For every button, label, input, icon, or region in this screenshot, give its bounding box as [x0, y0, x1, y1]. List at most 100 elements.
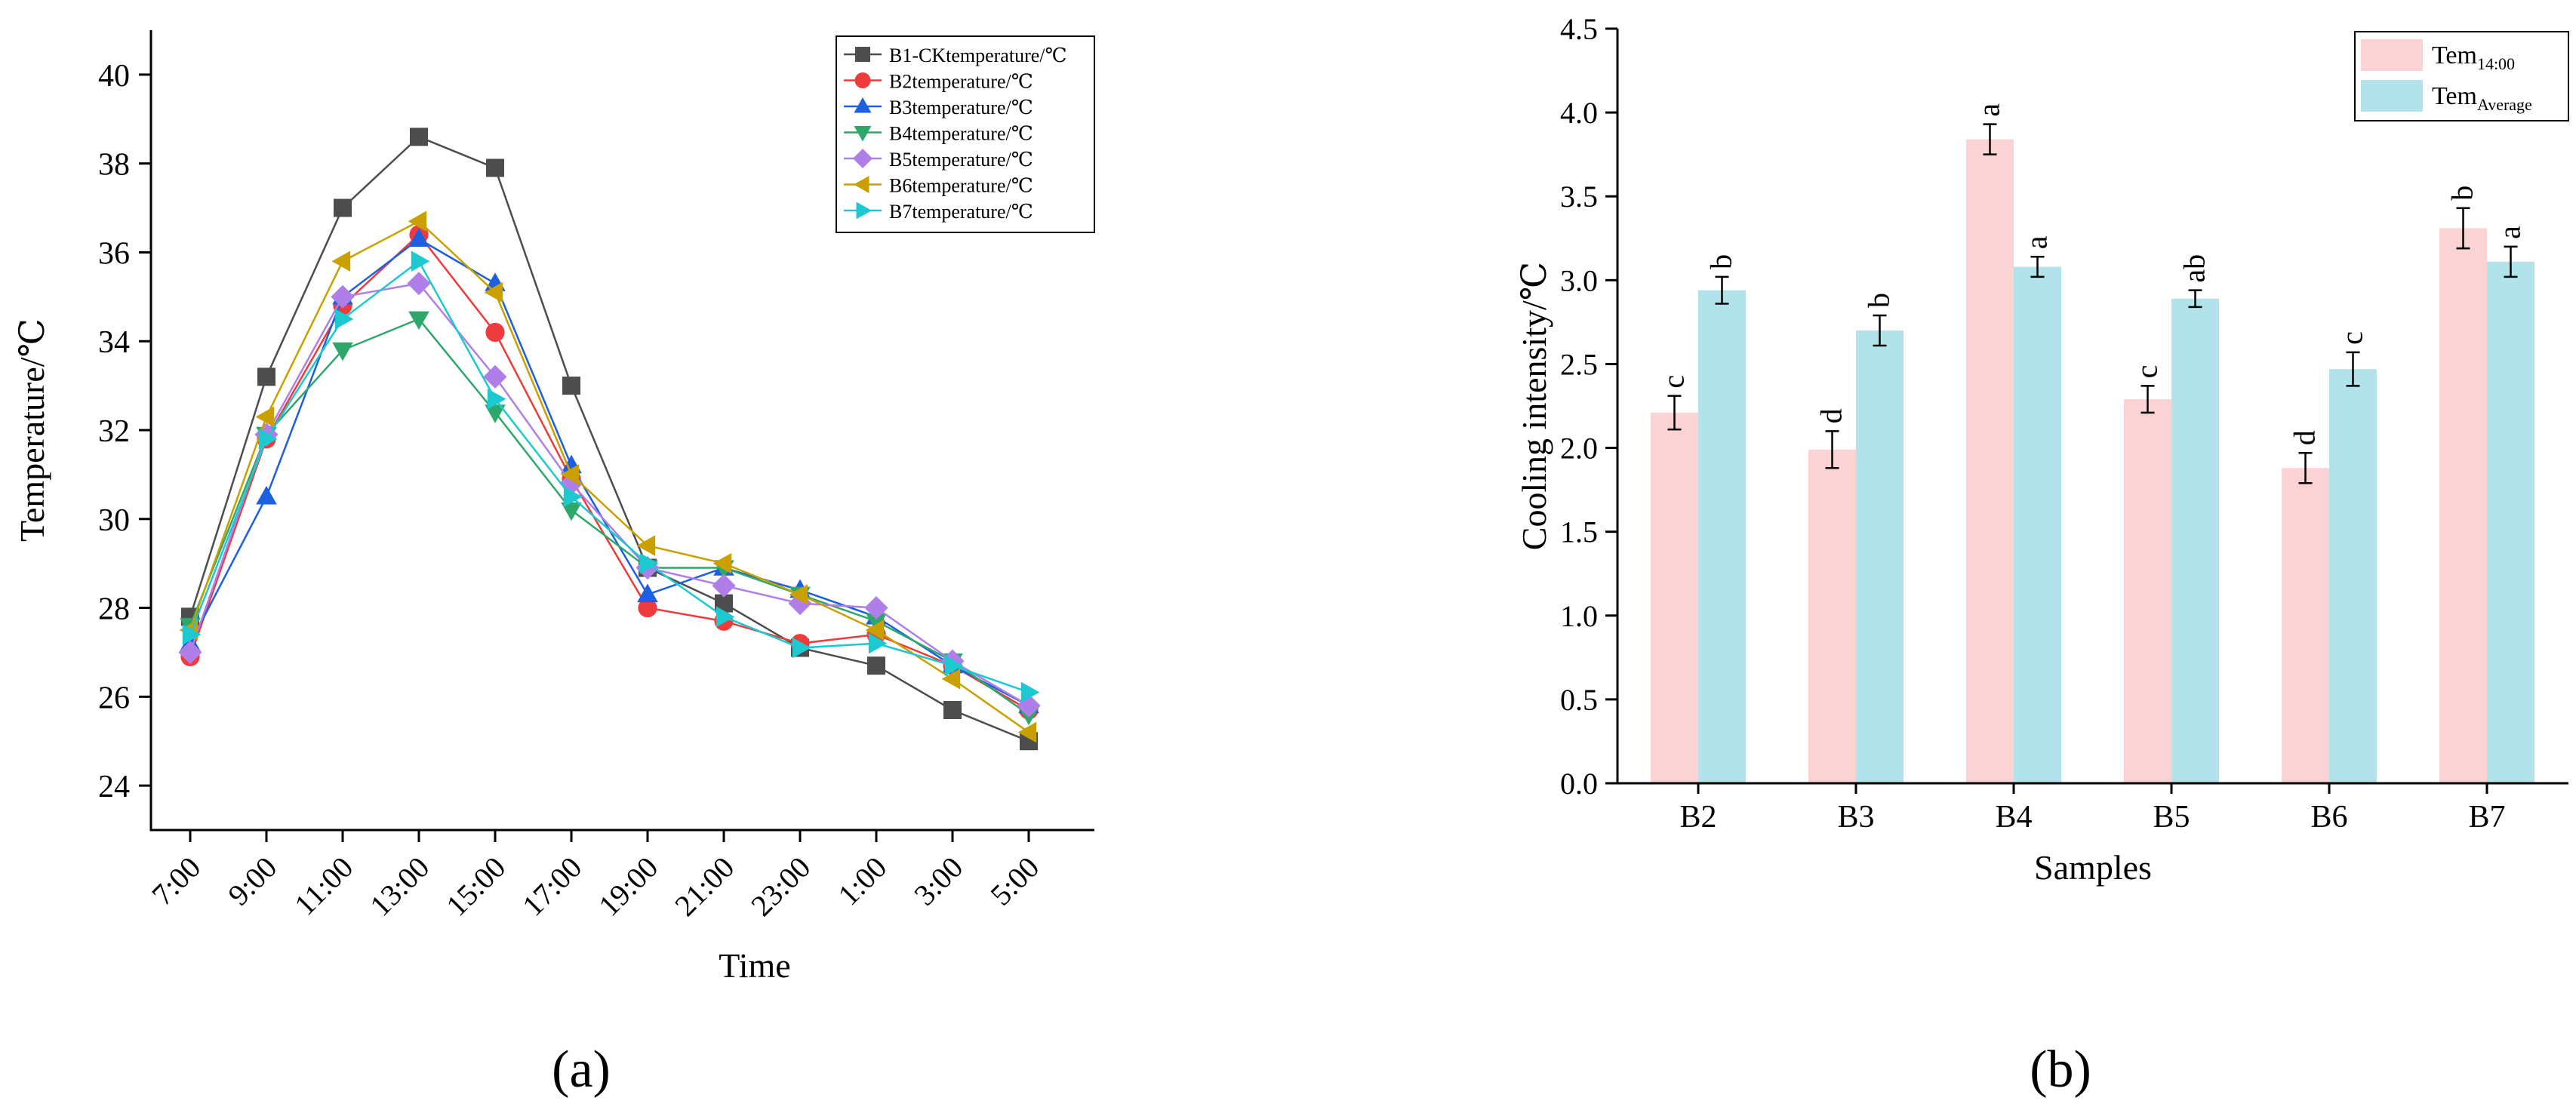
line-data-point — [943, 701, 962, 719]
bar — [1966, 139, 2014, 783]
bar-chart-y-axis-label: Cooling intensity/℃ — [1515, 262, 1553, 550]
line-series-path — [189, 220, 1029, 733]
bar-chart-y-tick-label: 2.0 — [1560, 432, 1598, 466]
bar — [2014, 266, 2061, 783]
line-data-point — [182, 624, 202, 645]
bar-chart-panel: c d a c d b b b a ab c a 0.0 0.5 1.0 1.5 2.0 2.5 3.0 3.5 4.… — [1515, 12, 2569, 1099]
significance-letter: d — [2288, 430, 2322, 445]
legend-label: B4temperature/℃ — [889, 123, 1033, 145]
bar — [2124, 399, 2171, 783]
significance-letter: c — [2335, 331, 2369, 345]
bar-chart-x-tick-label: B6 — [2310, 800, 2347, 835]
line-chart-y-tick-label: 32 — [98, 414, 130, 449]
significance-letter: b — [1704, 254, 1738, 269]
line-series-3 — [180, 228, 1039, 714]
bar-chart-y-tick-label: 3.0 — [1560, 263, 1598, 297]
line-data-point — [715, 594, 733, 613]
legend-label: B7temperature/℃ — [889, 201, 1033, 223]
line-data-point — [408, 311, 429, 331]
line-data-point — [868, 632, 888, 654]
line-series-path — [189, 233, 1029, 712]
line-series-path — [189, 135, 1029, 743]
panel-label-a: (a) — [552, 1041, 611, 1099]
line-data-point — [944, 655, 964, 676]
bar-chart-y-tick-label: 2.5 — [1560, 347, 1598, 381]
line-data-point — [485, 322, 505, 343]
bar-chart-legend-entry: TemAverage — [2361, 80, 2532, 114]
line-chart-x-tick-label: 23:00 — [744, 850, 817, 923]
legend-color-swatch — [2361, 39, 2423, 71]
significance-letter: a — [2020, 235, 2054, 249]
line-chart-x-tick-label: 15:00 — [439, 850, 512, 923]
line-chart-legend-entry: B2temperature/℃ — [844, 71, 1033, 93]
line-data-point — [1017, 721, 1037, 743]
line-chart-legend-entry: B3temperature/℃ — [844, 97, 1033, 118]
line-data-point — [257, 367, 275, 386]
line-data-point — [1017, 693, 1041, 718]
significance-letter: a — [1972, 103, 2006, 117]
legend-marker — [854, 97, 872, 113]
line-data-point — [411, 251, 430, 272]
legend-color-swatch — [2361, 80, 2423, 112]
line-data-point — [561, 502, 582, 521]
line-chart-legend-entry: B7temperature/℃ — [844, 201, 1033, 223]
significance-letter: a — [2493, 226, 2527, 239]
legend-marker — [854, 126, 872, 142]
panel-label-b: (b) — [2030, 1041, 2091, 1099]
line-chart-x-tick-label: 9:00 — [221, 850, 283, 912]
line-data-point — [712, 552, 732, 574]
line-data-point — [560, 464, 580, 485]
line-chart-legend-entry: B1-CKtemperature/℃ — [844, 45, 1067, 66]
line-series-7 — [182, 251, 1040, 703]
line-data-point — [867, 656, 885, 675]
bar — [1856, 331, 1904, 783]
bar-chart-y-tick-label: 3.5 — [1560, 180, 1598, 214]
line-data-point — [483, 364, 507, 389]
line-chart-y-tick-label: 40 — [98, 59, 130, 94]
significance-letter: b — [1862, 293, 1896, 308]
line-chart-legend: B1-CKtemperature/℃ B2temperature/℃ B3tempe… — [836, 35, 1095, 233]
line-data-point — [866, 613, 887, 632]
line-chart-y-tick-label: 36 — [98, 236, 130, 271]
significance-letter: c — [1657, 375, 1691, 389]
line-data-point — [410, 128, 428, 146]
line-chart-y-tick-label: 38 — [98, 148, 130, 183]
bar-chart-x-tick-label: B4 — [1995, 800, 2032, 835]
bar-series-2: b b a ab c a — [1698, 226, 2534, 784]
legend-label: B6temperature/℃ — [889, 175, 1033, 197]
bar — [1651, 412, 1698, 783]
line-data-point — [485, 404, 506, 423]
bar — [2329, 369, 2377, 784]
line-data-point — [408, 211, 427, 232]
line-data-point — [487, 388, 506, 410]
legend-label: B2temperature/℃ — [889, 71, 1033, 93]
line-chart-y-tick-label: 28 — [98, 592, 130, 627]
line-data-point — [1020, 681, 1040, 703]
line-series-5 — [178, 272, 1041, 718]
bar-chart-y-tick-label: 1.0 — [1560, 599, 1598, 633]
line-chart-y-ticks: 24 26 28 30 32 34 36 38 40 — [98, 59, 151, 804]
bar-series-1: c d a c d b — [1651, 103, 2487, 783]
bar-chart-y-tick-label: 4.0 — [1560, 96, 1598, 130]
line-chart-x-tick-label: 3:00 — [907, 850, 969, 912]
legend-label: B5temperature/℃ — [889, 149, 1033, 171]
bar-chart-y-tick-label: 1.5 — [1560, 515, 1598, 549]
significance-letter: b — [2445, 186, 2479, 201]
line-chart-x-tick-label: 7:00 — [145, 850, 207, 912]
line-data-point — [486, 158, 504, 177]
line-chart-y-tick-label: 34 — [98, 325, 130, 360]
bar — [1808, 449, 1856, 783]
line-data-point — [792, 637, 811, 659]
bar — [2439, 228, 2487, 783]
line-data-point — [408, 228, 429, 247]
significance-letter: ab — [2177, 254, 2211, 283]
bar-chart-y-tick-label: 4.5 — [1560, 12, 1598, 46]
line-chart-x-tick-label: 13:00 — [363, 850, 435, 923]
legend-label: B3temperature/℃ — [889, 97, 1033, 118]
bar-chart-x-tick-label: B7 — [2468, 800, 2505, 835]
line-chart-legend-entry: B6temperature/℃ — [844, 175, 1033, 197]
bar-chart-x-tick-label: B2 — [1679, 800, 1716, 835]
line-series-path — [189, 282, 1029, 707]
legend-marker — [855, 47, 870, 62]
